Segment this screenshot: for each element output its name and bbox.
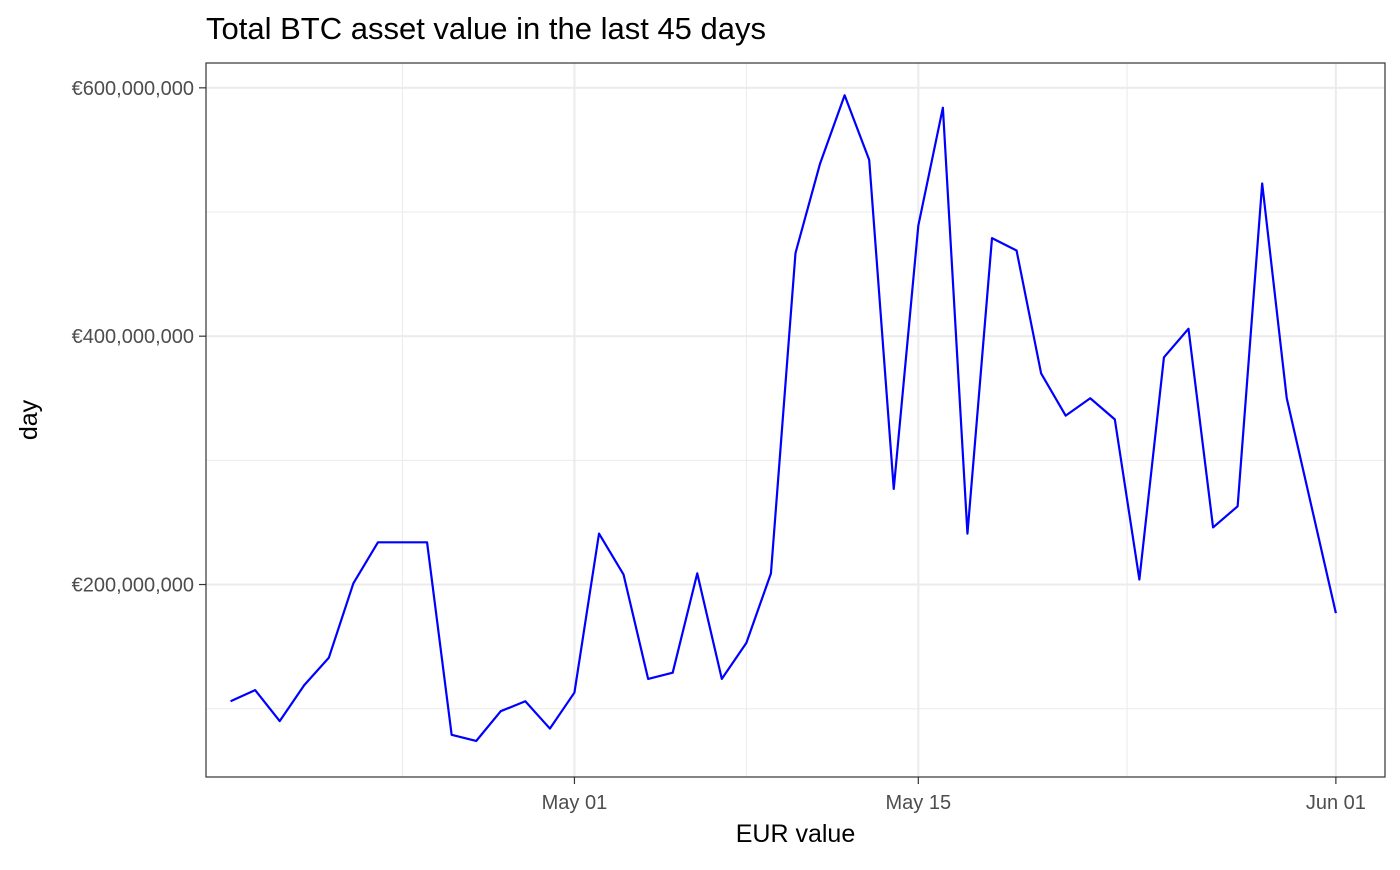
grid bbox=[206, 63, 1385, 777]
series-line bbox=[230, 94, 1337, 743]
series-line-group bbox=[230, 94, 1337, 743]
x-tick-label: May 01 bbox=[542, 792, 608, 814]
y-tick-label: €400,000,000 bbox=[72, 326, 194, 348]
y-tick-label: €200,000,000 bbox=[72, 575, 194, 597]
x-axis-title: EUR value bbox=[736, 820, 856, 848]
x-tick-label: May 15 bbox=[886, 792, 952, 814]
panel-border bbox=[205, 62, 1386, 778]
chart-title: Total BTC asset value in the last 45 day… bbox=[206, 11, 766, 46]
y-axis-title: day bbox=[15, 399, 43, 440]
x-tick-label: Jun 01 bbox=[1306, 792, 1366, 814]
y-tick-label: €600,000,000 bbox=[72, 78, 194, 100]
axes: May 01 May 15 Jun 01 €200,000,000 €400,000,0… bbox=[72, 78, 1366, 814]
